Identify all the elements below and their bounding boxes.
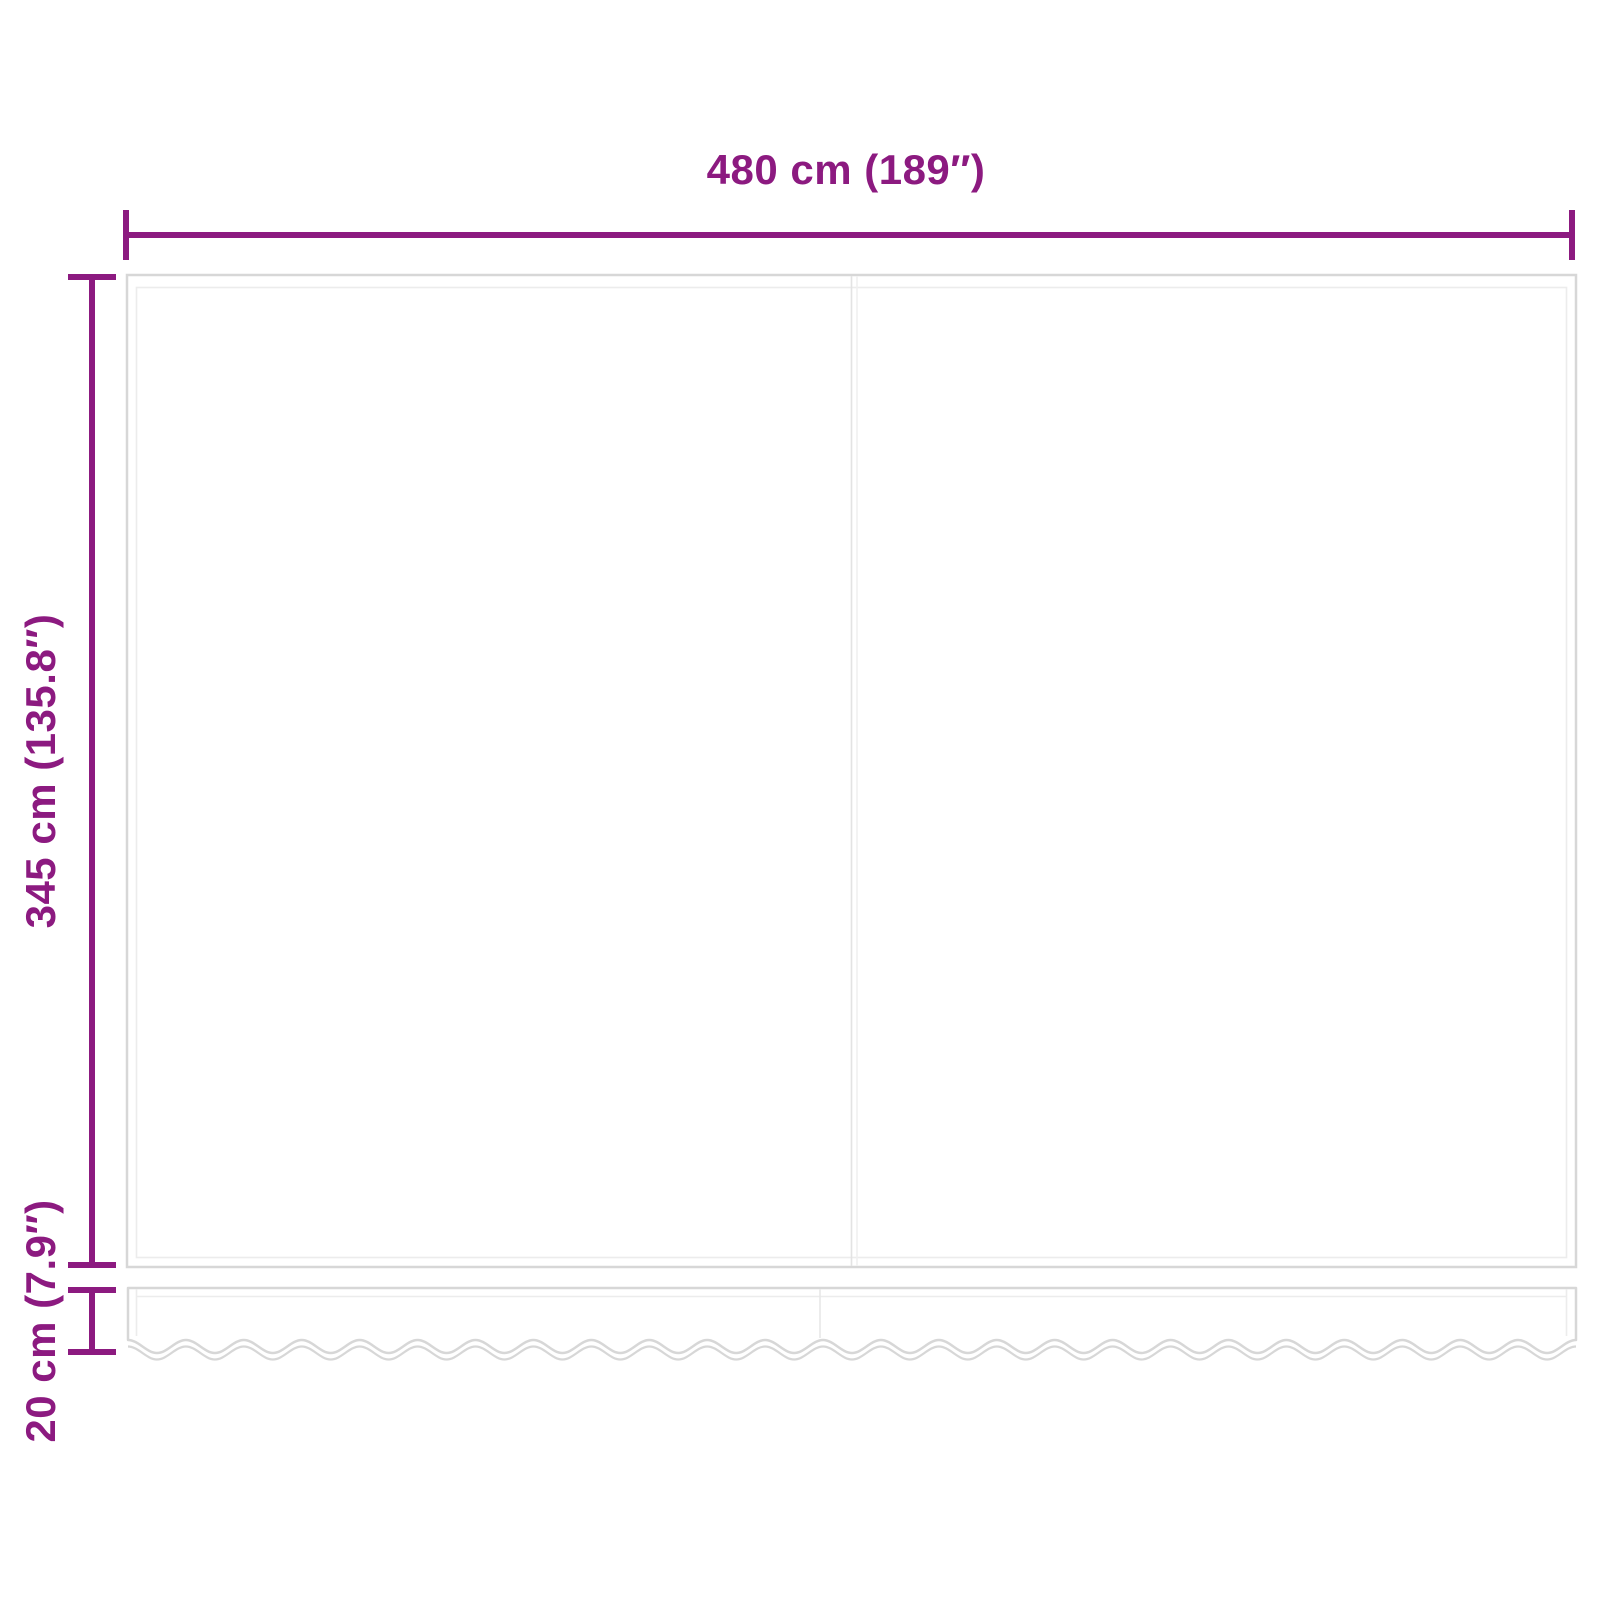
valance-dimension-line [89, 1290, 95, 1352]
width-dimension-label: 480 cm (189″) [706, 146, 986, 193]
width-dimension-right-cap [1569, 210, 1575, 260]
width-dimension-left-cap [123, 210, 129, 260]
height-dimension-bottom-cap [68, 1262, 116, 1268]
width-dimension-line [126, 232, 1572, 238]
height-dimension-top-cap [68, 274, 116, 280]
valance-dimension-bottom-cap [68, 1349, 116, 1355]
valance-wave-trim-line [127, 1345, 1577, 1361]
valance [126, 1286, 1578, 1355]
valance-dimension-top-cap [68, 1287, 116, 1293]
height-dimension-line [89, 277, 95, 1265]
